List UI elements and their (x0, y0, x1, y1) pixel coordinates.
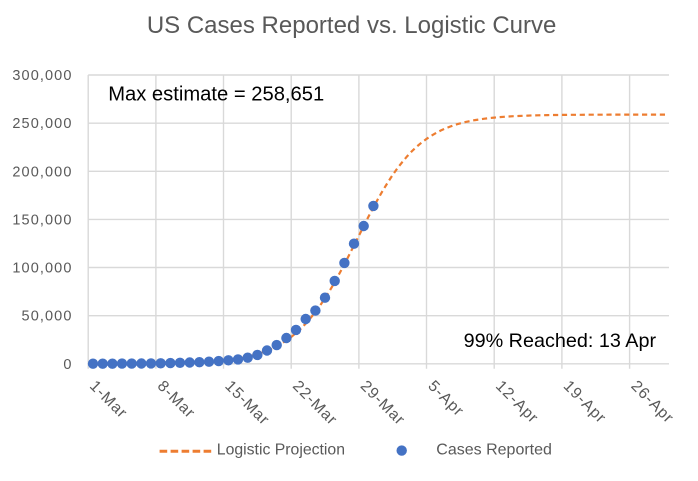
svg-text:200,000: 200,000 (12, 164, 72, 180)
svg-text:99% Reached: 13 Apr: 99% Reached: 13 Apr (464, 330, 657, 352)
svg-text:Cases Reported: Cases Reported (436, 442, 552, 459)
svg-text:US Cases Reported vs. Logistic: US Cases Reported vs. Logistic Curve (147, 12, 557, 39)
svg-text:300,000: 300,000 (12, 68, 72, 84)
svg-text:50,000: 50,000 (22, 309, 73, 325)
svg-text:Logistic Projection: Logistic Projection (217, 442, 345, 459)
svg-text:Max estimate = 258,651: Max estimate = 258,651 (108, 84, 324, 106)
svg-text:100,000: 100,000 (12, 261, 72, 277)
svg-text:0: 0 (63, 357, 72, 373)
svg-text:250,000: 250,000 (12, 116, 72, 132)
svg-text:150,000: 150,000 (12, 212, 72, 228)
